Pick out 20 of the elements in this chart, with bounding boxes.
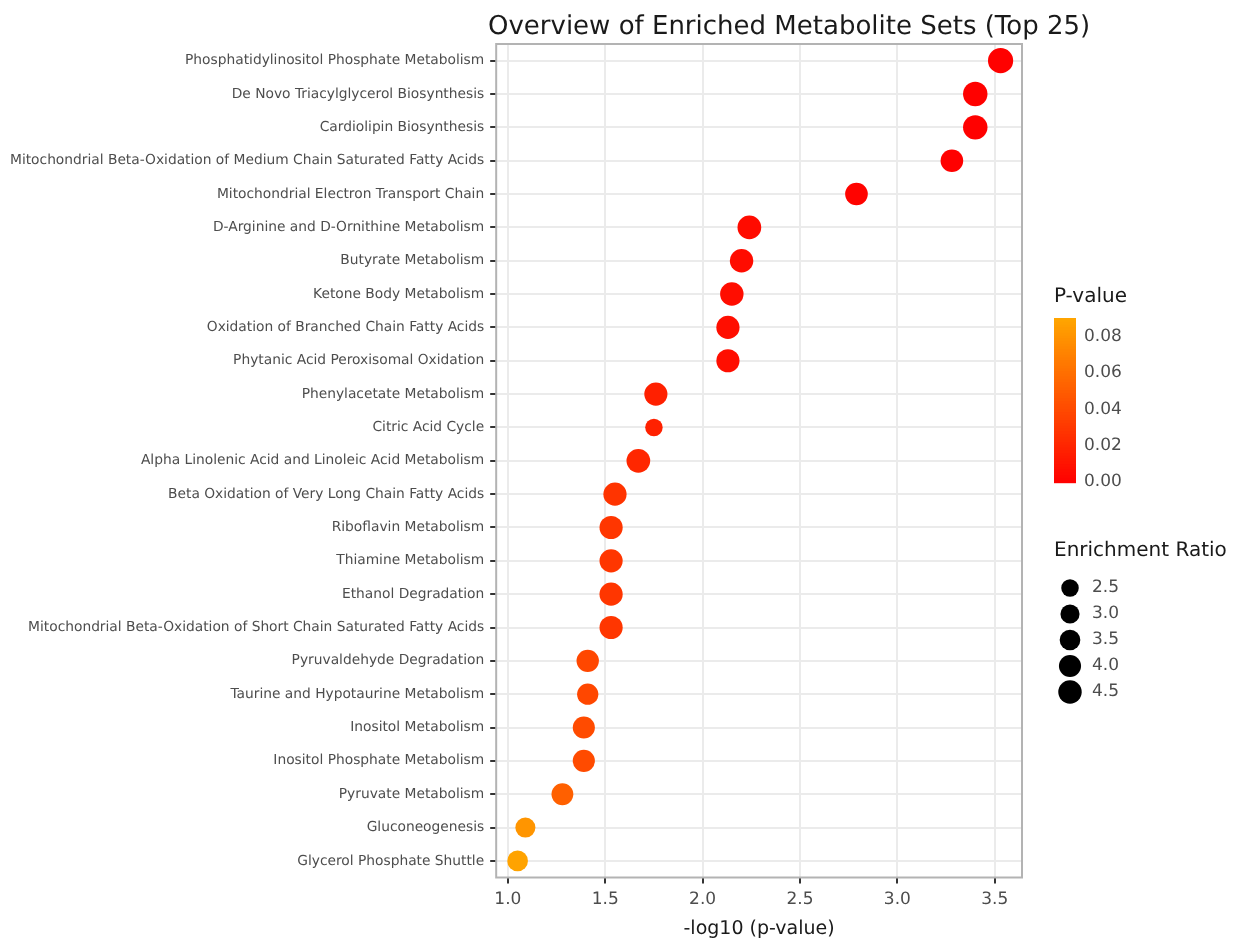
legend-label: 2.5: [1092, 578, 1120, 599]
x-axis-title: -log10 (p-value): [683, 918, 835, 940]
color-bar-label: 0.00: [1084, 472, 1122, 493]
x-tick-label: 1.0: [494, 890, 522, 911]
x-tick-label: 2.5: [786, 890, 814, 911]
legend-title: Enrichment Ratio: [1054, 540, 1227, 562]
x-tick-label: 1.5: [591, 890, 619, 911]
legend-label: 4.0: [1092, 656, 1120, 677]
color-bar-label: 0.04: [1084, 399, 1122, 420]
x-tick-label: 3.0: [883, 890, 911, 911]
x-tick-label: 3.5: [981, 890, 1009, 911]
color-bar-label: 0.08: [1084, 326, 1122, 347]
legend-label: 3.0: [1092, 604, 1120, 625]
color-bar-label: 0.06: [1084, 363, 1122, 384]
x-tick-label: 2.0: [689, 890, 717, 911]
color-bar-label: 0.02: [1084, 435, 1122, 456]
color-bar-title: P-value: [1054, 286, 1127, 308]
legend-label: 3.5: [1092, 630, 1120, 651]
legend-label: 4.5: [1092, 682, 1120, 703]
chart-title: Overview of Enriched Metabolite Sets (Top 25): [487, 12, 1091, 42]
